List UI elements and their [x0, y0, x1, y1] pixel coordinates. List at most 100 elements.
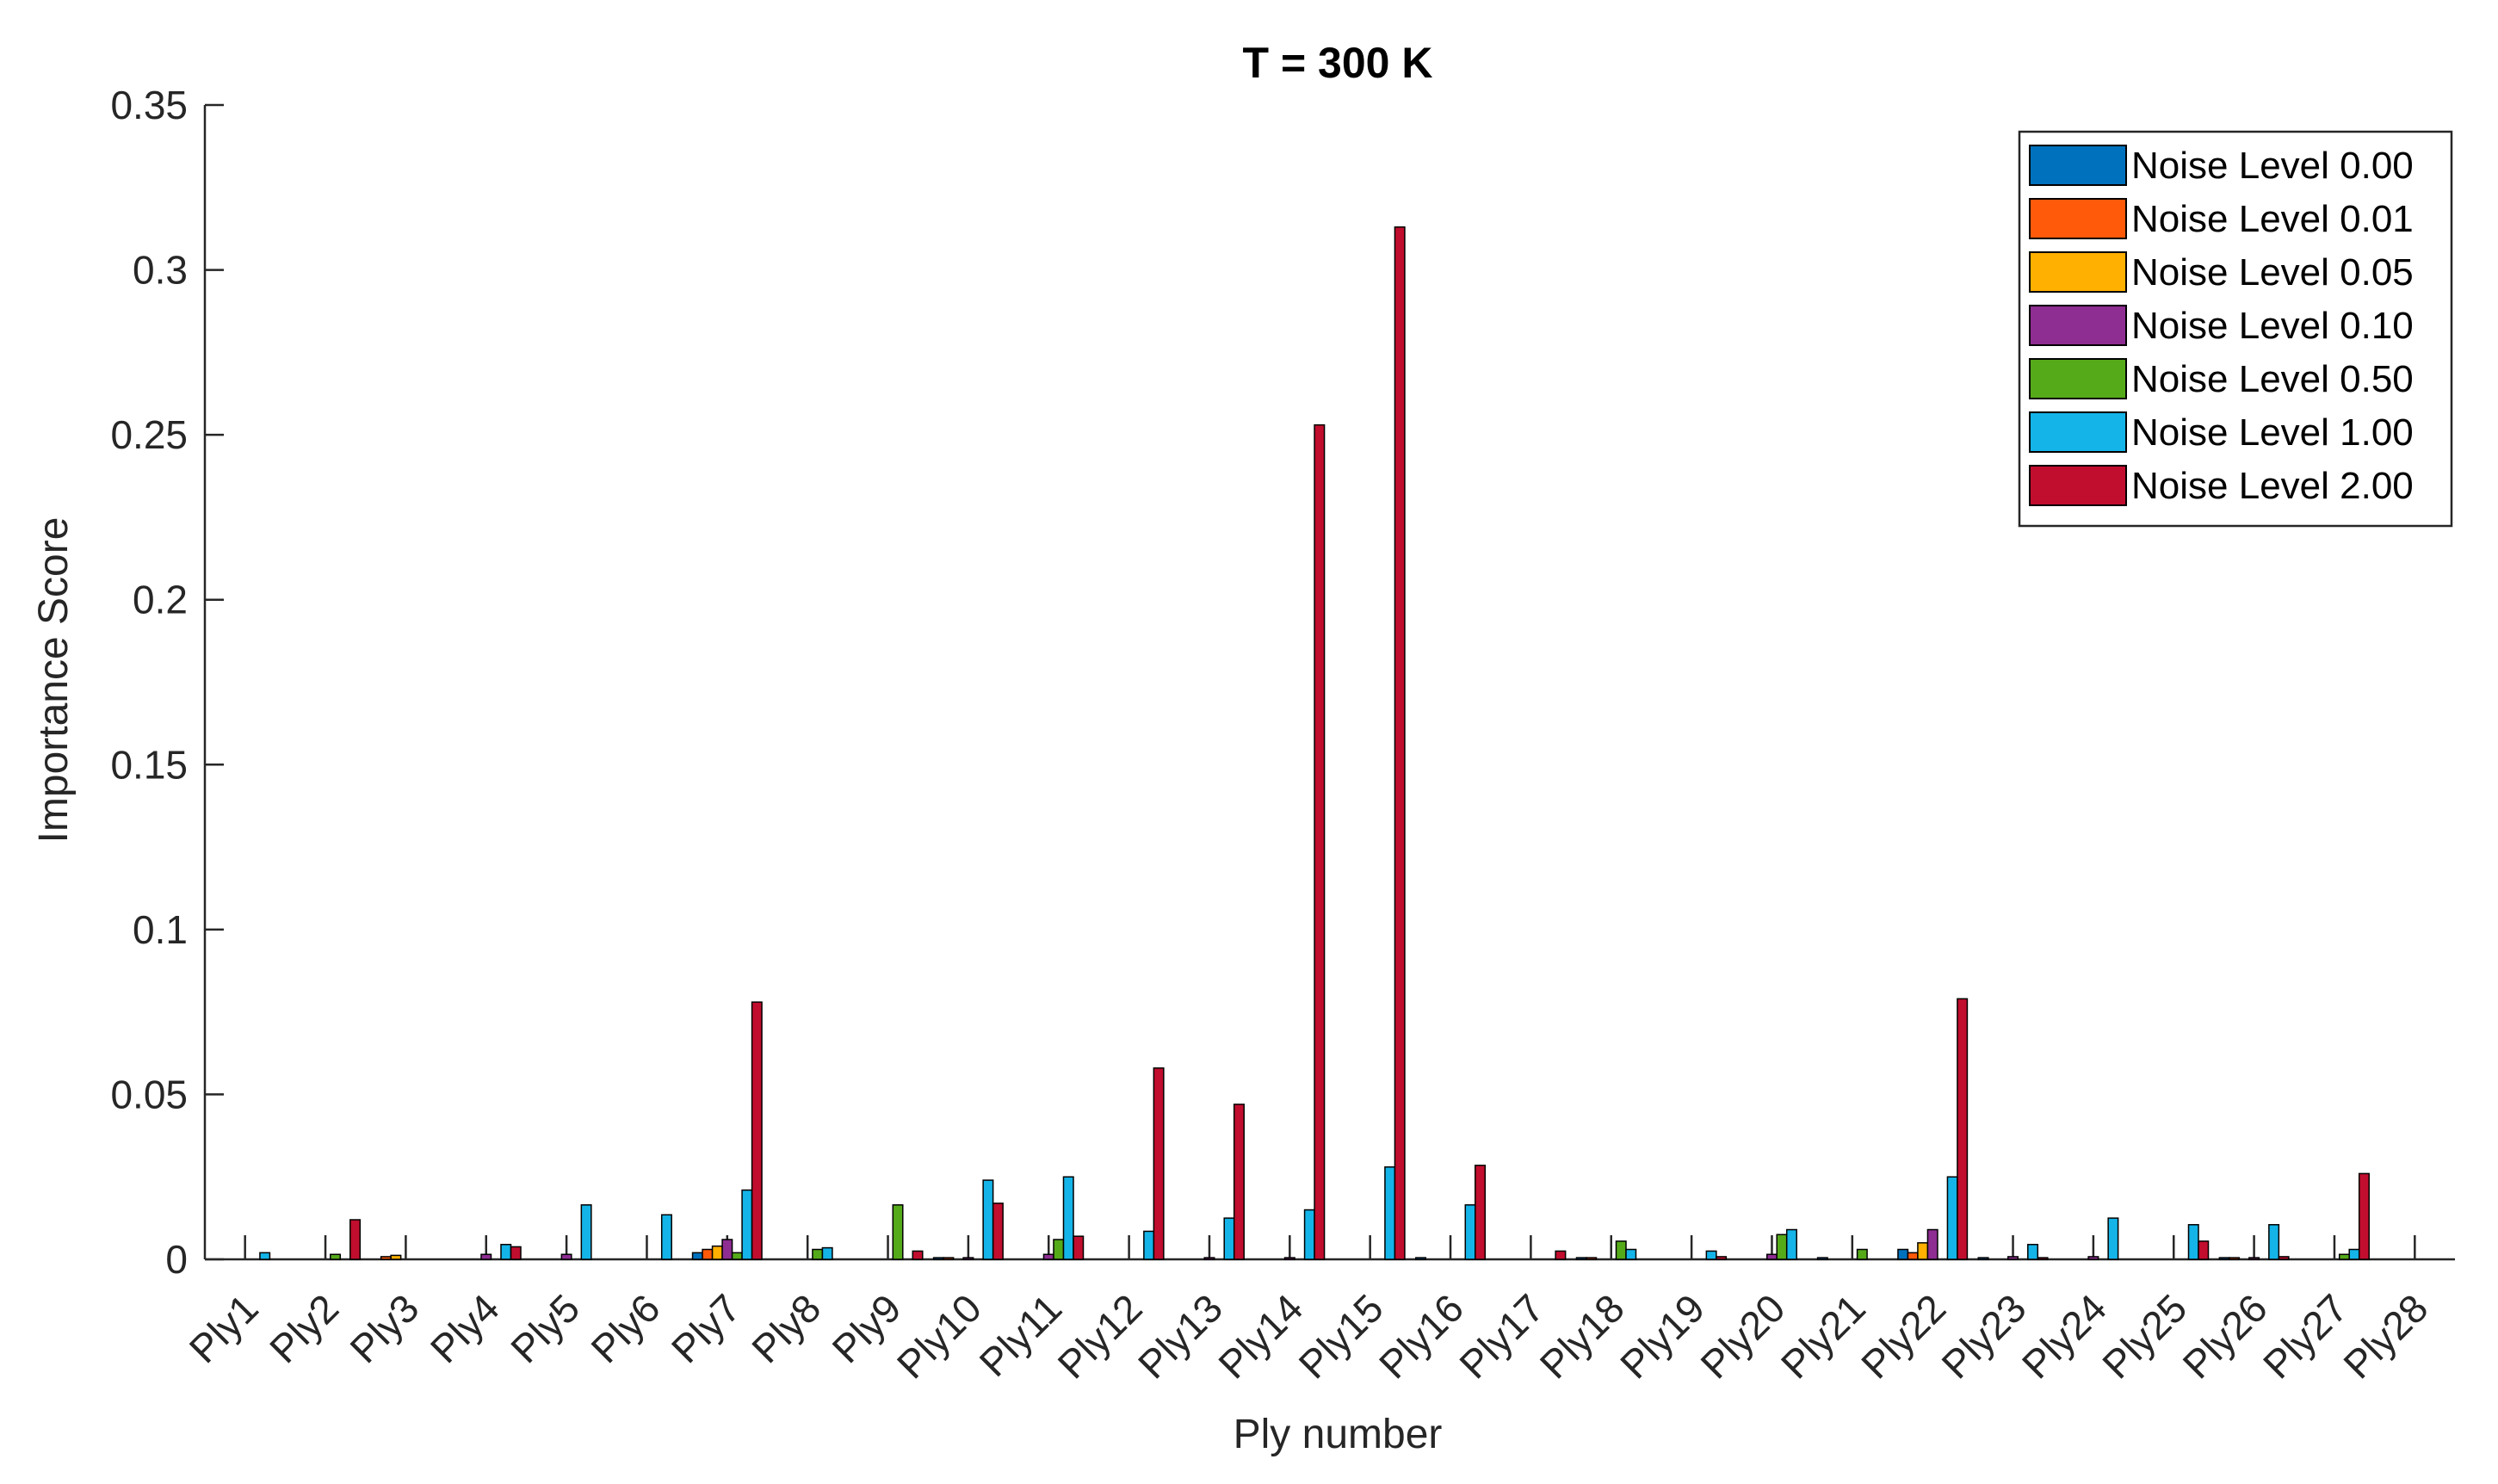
- bar: [1464, 1204, 1476, 1260]
- bar: [2107, 1217, 2119, 1260]
- bar: [2187, 1224, 2199, 1260]
- y-tick-label: 0.1: [133, 907, 188, 952]
- bar: [1946, 1176, 1958, 1260]
- legend: Noise Level 0.00 Noise Level 0.01 Noise Le…: [2018, 130, 2453, 528]
- bar: [1053, 1239, 1065, 1260]
- bar: [1816, 1257, 1828, 1260]
- bar: [982, 1179, 994, 1260]
- y-tick-label: 0.25: [110, 412, 188, 457]
- bar: [912, 1250, 924, 1260]
- bar: [1625, 1248, 1637, 1260]
- bar: [962, 1257, 974, 1260]
- y-tick-label: 0.3: [133, 248, 188, 293]
- legend-swatch: [2029, 198, 2127, 239]
- bar: [721, 1239, 733, 1260]
- bar: [1223, 1217, 1235, 1260]
- y-tick-label: 0.05: [110, 1072, 188, 1116]
- bar: [1907, 1252, 1919, 1260]
- bar: [2037, 1257, 2049, 1260]
- bar: [1705, 1250, 1717, 1260]
- bar: [2358, 1172, 2370, 1260]
- bar: [1073, 1235, 1085, 1260]
- bar: [259, 1252, 271, 1260]
- bar: [1926, 1228, 1938, 1260]
- bar: [349, 1219, 362, 1260]
- bar: [731, 1252, 743, 1260]
- bar: [812, 1248, 824, 1260]
- bar: [1765, 1253, 1778, 1260]
- legend-entry-label: Noise Level 2.00: [2131, 465, 2414, 507]
- legend-swatch: [2029, 358, 2127, 399]
- bar: [821, 1246, 833, 1260]
- bar: [1917, 1242, 1929, 1260]
- bar: [2198, 1240, 2210, 1260]
- bar: [1957, 998, 1969, 1260]
- bar: [1586, 1257, 1598, 1260]
- bar: [1575, 1257, 1587, 1260]
- bar: [1977, 1257, 1989, 1260]
- legend-entry-label: Noise Level 0.01: [2131, 198, 2414, 240]
- y-tick-label: 0.35: [110, 83, 188, 127]
- bar: [560, 1253, 572, 1260]
- bar: [390, 1254, 402, 1260]
- legend-entry-label: Noise Level 0.00: [2131, 145, 2414, 187]
- bar: [2007, 1256, 2019, 1260]
- bar: [1203, 1257, 1215, 1260]
- bar: [702, 1248, 714, 1260]
- y-tick-label: 0.2: [133, 578, 188, 622]
- bar: [1042, 1253, 1054, 1260]
- chart-title: T = 300 K: [1243, 39, 1433, 87]
- legend-swatch: [2029, 145, 2127, 186]
- bar: [892, 1204, 904, 1260]
- legend-entry-label: Noise Level 0.50: [2131, 358, 2414, 400]
- legend-entry-label: Noise Level 1.00: [2131, 411, 2414, 454]
- legend-entry-label: Noise Level 0.10: [2131, 305, 2414, 347]
- bar: [1776, 1234, 1788, 1260]
- x-axis-label: Ply number: [1234, 1412, 1443, 1457]
- bar: [380, 1256, 392, 1260]
- bar: [711, 1245, 723, 1260]
- bar: [691, 1252, 703, 1260]
- bar: [1394, 226, 1406, 1260]
- bar: [2218, 1257, 2230, 1260]
- legend-swatch: [2029, 465, 2127, 506]
- bar: [580, 1204, 592, 1260]
- bar: [1303, 1209, 1315, 1260]
- bar: [1283, 1257, 1295, 1260]
- bar: [480, 1253, 492, 1260]
- bar: [751, 1001, 763, 1260]
- bar: [1785, 1228, 1797, 1260]
- bar: [2248, 1257, 2260, 1260]
- bar: [2027, 1244, 2039, 1260]
- legend-swatch: [2029, 251, 2127, 293]
- bar: [1897, 1248, 1909, 1260]
- bar: [932, 1257, 944, 1260]
- bar: [1384, 1166, 1396, 1260]
- bar: [1153, 1067, 1165, 1260]
- bar: [1314, 424, 1326, 1260]
- bar: [330, 1253, 342, 1260]
- bar: [1555, 1250, 1567, 1260]
- bar: [2268, 1224, 2280, 1260]
- bar: [2348, 1248, 2360, 1260]
- bar: [500, 1244, 512, 1260]
- bar: [1716, 1256, 1728, 1260]
- bar: [1615, 1240, 1627, 1260]
- y-tick-label: 0: [165, 1237, 188, 1282]
- legend-entry-label: Noise Level 0.05: [2131, 251, 2414, 294]
- bar: [1233, 1104, 1245, 1260]
- y-tick-label: 0.15: [110, 742, 188, 787]
- bar: [2087, 1256, 2099, 1260]
- bar: [992, 1203, 1004, 1260]
- bar: [2229, 1257, 2241, 1260]
- bar: [2278, 1256, 2290, 1260]
- legend-swatch: [2029, 411, 2127, 453]
- bar: [1856, 1248, 1868, 1260]
- bar: [2338, 1253, 2350, 1260]
- legend-swatch: [2029, 305, 2127, 346]
- bar: [943, 1257, 955, 1260]
- bar: [1475, 1165, 1487, 1260]
- bar: [510, 1246, 522, 1260]
- bar: [1415, 1257, 1427, 1260]
